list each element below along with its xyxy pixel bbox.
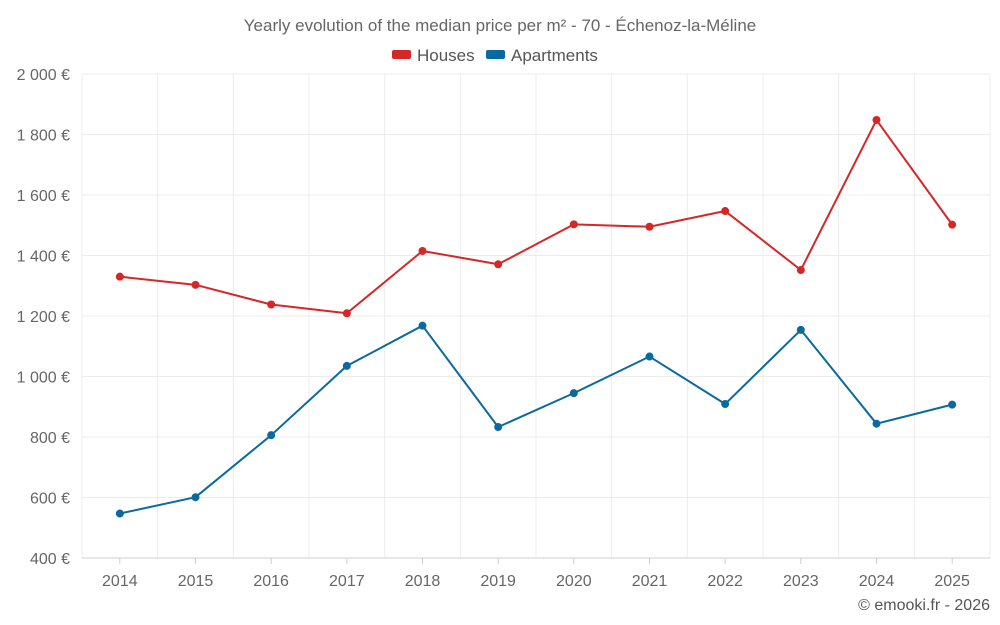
x-axis: 2014 2015 2016 2017 2018 2019 2020 2021 2022 2023…: [82, 557, 990, 590]
x-tick-label: 2023: [783, 573, 819, 590]
legend: Houses Apartments: [392, 46, 598, 65]
data-point-houses: [267, 300, 276, 309]
legend-label-houses: Houses: [417, 46, 475, 65]
data-point-houses: [191, 280, 200, 289]
x-tick-label: 2016: [253, 573, 289, 590]
legend-swatch-apartments: [486, 50, 505, 59]
series-houses: [115, 115, 957, 318]
data-point-houses: [872, 115, 881, 124]
credit-text: © emooki.fr - 2026: [858, 597, 990, 614]
data-point-apartments: [267, 431, 276, 440]
series-apartments: [115, 321, 957, 518]
x-tick-label: 2014: [102, 573, 138, 590]
data-point-apartments: [494, 423, 503, 432]
grid: [81, 73, 991, 559]
data-point-houses: [115, 272, 124, 281]
x-tick-label: 2015: [178, 573, 214, 590]
data-point-houses: [948, 220, 957, 229]
x-tick-label: 2019: [480, 573, 516, 590]
data-point-apartments: [418, 321, 427, 330]
data-point-apartments: [191, 493, 200, 502]
y-tick-label: 1 800 €: [17, 128, 70, 145]
x-tick-label: 2018: [405, 573, 441, 590]
x-tick-label: 2021: [632, 573, 668, 590]
data-point-houses: [342, 309, 351, 318]
x-tick-label: 2020: [556, 573, 592, 590]
data-point-houses: [721, 207, 730, 216]
y-tick-label: 600 €: [30, 491, 70, 508]
data-point-apartments: [872, 419, 881, 428]
data-point-apartments: [569, 389, 578, 398]
data-point-apartments: [948, 400, 957, 409]
y-tick-label: 2 000 €: [17, 67, 70, 84]
data-point-houses: [418, 246, 427, 255]
data-point-houses: [569, 220, 578, 229]
data-point-houses: [494, 260, 503, 269]
y-tick-label: 1 400 €: [17, 249, 70, 266]
x-tick-label: 2017: [329, 573, 365, 590]
y-tick-label: 800 €: [30, 430, 70, 447]
x-tick-label: 2024: [859, 573, 895, 590]
x-tick-label: 2025: [934, 573, 970, 590]
y-tick-label: 1 000 €: [17, 370, 70, 387]
data-point-apartments: [342, 361, 351, 370]
y-tick-label: 1 600 €: [17, 188, 70, 205]
data-point-apartments: [645, 352, 654, 361]
y-tick-label: 400 €: [30, 551, 70, 568]
chart-title: Yearly evolution of the median price per…: [244, 16, 756, 35]
data-point-apartments: [721, 400, 730, 409]
series-line-apartments: [119, 324, 953, 515]
data-point-apartments: [796, 325, 805, 334]
series-layer: [115, 115, 957, 518]
data-point-houses: [796, 266, 805, 275]
data-point-apartments: [115, 509, 124, 518]
y-axis: 400 € 600 € 800 € 1 000 € 1 200 € 1 400 € 1 60…: [17, 67, 70, 568]
y-tick-label: 1 200 €: [17, 309, 70, 326]
series-line-houses: [119, 118, 953, 315]
legend-label-apartments: Apartments: [511, 46, 598, 65]
legend-swatch-houses: [392, 50, 411, 59]
data-point-houses: [645, 222, 654, 231]
x-tick-label: 2022: [707, 573, 743, 590]
